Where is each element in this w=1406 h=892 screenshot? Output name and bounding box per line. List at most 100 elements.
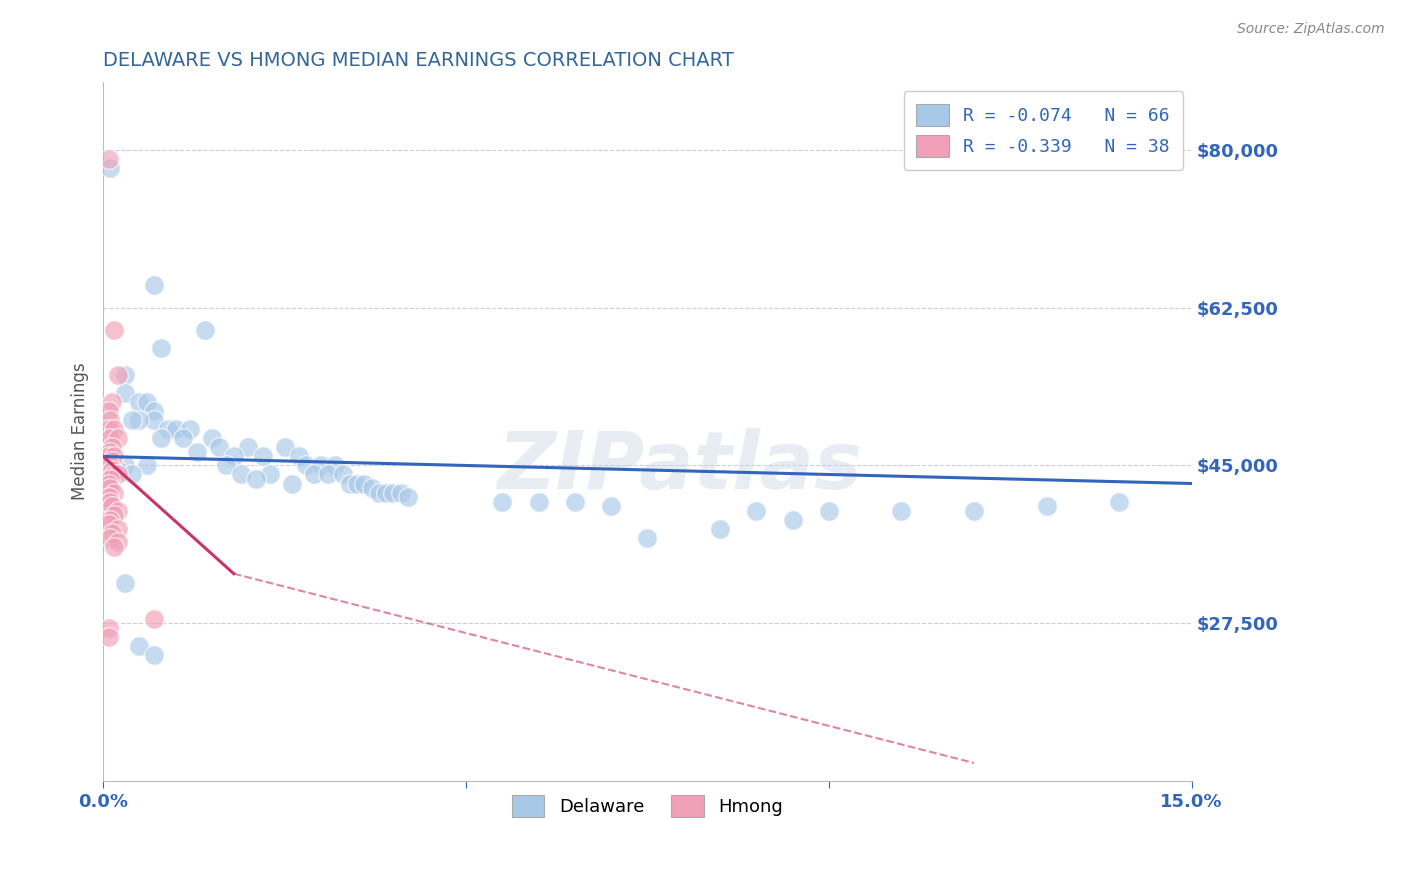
Point xyxy=(97,450,120,464)
Point xyxy=(101,395,124,409)
Legend: Delaware, Hmong: Delaware, Hmong xyxy=(505,788,790,824)
Point xyxy=(389,485,412,500)
Point xyxy=(100,413,122,427)
Point xyxy=(745,503,768,517)
Point xyxy=(100,481,122,495)
Point xyxy=(97,422,120,436)
Point xyxy=(101,499,124,513)
Point xyxy=(101,454,124,468)
Point xyxy=(201,432,224,446)
Text: ZIPatlas: ZIPatlas xyxy=(498,427,862,506)
Point xyxy=(107,463,129,477)
Point xyxy=(782,512,804,526)
Point xyxy=(100,458,122,473)
Point xyxy=(103,323,125,337)
Point xyxy=(339,476,361,491)
Point xyxy=(142,404,165,418)
Point xyxy=(375,485,398,500)
Point xyxy=(165,422,187,436)
Point xyxy=(97,517,120,532)
Point xyxy=(103,467,125,482)
Point xyxy=(817,503,839,517)
Point xyxy=(100,432,122,446)
Point xyxy=(281,476,304,491)
Point xyxy=(309,458,332,473)
Point xyxy=(215,458,238,473)
Text: Source: ZipAtlas.com: Source: ZipAtlas.com xyxy=(1237,22,1385,37)
Point xyxy=(97,630,120,644)
Point xyxy=(259,467,281,482)
Point xyxy=(107,503,129,517)
Point xyxy=(252,450,274,464)
Point xyxy=(157,422,180,436)
Point xyxy=(1108,494,1130,508)
Point xyxy=(107,467,129,482)
Point xyxy=(636,531,658,545)
Point xyxy=(107,522,129,536)
Point xyxy=(709,522,731,536)
Point xyxy=(107,368,129,383)
Point xyxy=(114,386,136,401)
Point xyxy=(103,450,125,464)
Point xyxy=(179,422,201,436)
Point xyxy=(346,476,368,491)
Point xyxy=(101,526,124,541)
Point xyxy=(107,432,129,446)
Point xyxy=(288,450,311,464)
Point xyxy=(97,621,120,635)
Point xyxy=(103,540,125,554)
Point xyxy=(135,395,157,409)
Point xyxy=(100,472,122,486)
Point xyxy=(103,485,125,500)
Point xyxy=(114,458,136,473)
Point xyxy=(101,463,124,477)
Point xyxy=(332,467,354,482)
Point xyxy=(172,432,194,446)
Point xyxy=(100,531,122,545)
Point xyxy=(121,467,143,482)
Point xyxy=(245,472,267,486)
Point xyxy=(295,458,318,473)
Point xyxy=(186,445,208,459)
Point xyxy=(963,503,986,517)
Point xyxy=(890,503,912,517)
Point xyxy=(100,454,122,468)
Point xyxy=(100,161,122,175)
Point xyxy=(325,458,347,473)
Text: DELAWARE VS HMONG MEDIAN EARNINGS CORRELATION CHART: DELAWARE VS HMONG MEDIAN EARNINGS CORREL… xyxy=(103,51,734,70)
Point xyxy=(222,450,245,464)
Point xyxy=(97,404,120,418)
Y-axis label: Median Earnings: Median Earnings xyxy=(72,363,89,500)
Point xyxy=(121,413,143,427)
Point xyxy=(97,490,120,504)
Point xyxy=(150,432,173,446)
Point xyxy=(600,499,623,513)
Point xyxy=(107,535,129,549)
Point xyxy=(367,485,389,500)
Point xyxy=(194,323,217,337)
Point xyxy=(396,490,419,504)
Point xyxy=(100,494,122,508)
Point xyxy=(142,648,165,662)
Point xyxy=(128,413,150,427)
Point xyxy=(302,467,325,482)
Point xyxy=(101,441,124,455)
Point xyxy=(135,458,157,473)
Point xyxy=(208,441,231,455)
Point xyxy=(128,639,150,653)
Point xyxy=(564,494,586,508)
Point xyxy=(142,278,165,293)
Point xyxy=(527,494,550,508)
Point xyxy=(150,341,173,355)
Point xyxy=(1035,499,1057,513)
Point xyxy=(360,481,382,495)
Point xyxy=(97,152,120,166)
Point xyxy=(382,485,405,500)
Point xyxy=(100,512,122,526)
Point xyxy=(353,476,375,491)
Point xyxy=(100,445,122,459)
Point xyxy=(114,575,136,590)
Point xyxy=(238,441,260,455)
Point xyxy=(142,612,165,626)
Point xyxy=(103,422,125,436)
